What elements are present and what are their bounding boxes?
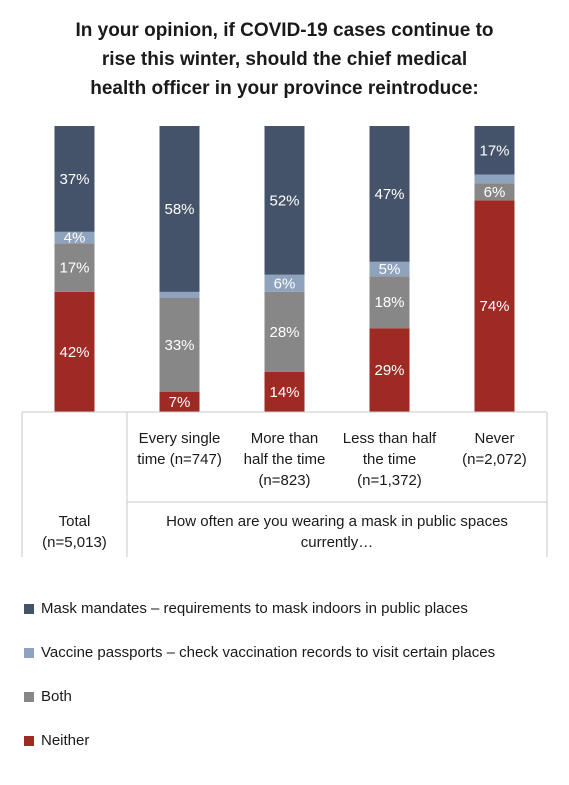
data-label-4-4: 47% [374,186,404,203]
bar-segment-1-2 [54,243,95,292]
category-label-4: Less than half the time (n=1,372) [343,430,437,489]
data-label-1-3: 4% [64,230,86,247]
bar-segment-4-4 [369,126,410,262]
bar-segment-3-4 [264,126,305,275]
bar-segment-4-1 [369,328,410,412]
data-label-1-1: 42% [59,344,89,361]
data-label-1-2: 17% [59,260,89,277]
bar-segment-1-1 [54,291,95,412]
data-label-1-4: 37% [59,171,89,188]
legend-swatch [24,648,34,658]
bar-segment-3-3 [264,274,305,292]
legend-label: Neither [41,732,90,749]
data-label-2-1: 7% [169,394,191,411]
bar-segment-2-3 [159,291,200,298]
chart-title-line-1: In your opinion, if COVID-19 cases conti… [75,20,494,41]
bar-segment-5-1 [474,200,515,412]
bar-segment-3-2 [264,291,305,372]
data-label-3-2: 28% [269,324,299,341]
chart-title: In your opinion, if COVID-19 cases conti… [0,16,569,103]
bar-segment-2-2 [159,297,200,392]
legend-label: Both [41,688,72,705]
data-label-2-2: 33% [164,337,194,354]
category-label-1: Total (n=5,013) [42,513,107,551]
bar-segment-5-2 [474,183,515,201]
bar-segment-2-4 [159,126,200,292]
data-label-3-4: 52% [269,192,299,209]
bar-segment-3-1 [264,371,305,412]
bar-segment-1-4 [54,126,95,232]
data-label-5-2: 6% [484,184,506,201]
group-axis-label: How often are you wearing a mask in publ… [166,513,508,551]
data-label-5-4: 17% [479,142,509,159]
bar-segment-4-3 [369,261,410,277]
legend-label: Vaccine passports – check vaccination re… [41,644,496,661]
bar-segment-2-1 [159,391,200,412]
stacked-bar-chart: 42% 17% 4% 37% 7% 33% 58% 14% 28% 6% 52% 29% 18% 5% 47… [21,126,548,557]
bar-segment-5-3 [474,174,515,184]
legend-label: Mask mandates – requirements to mask ind… [41,600,468,617]
bar-segment-1-3 [54,231,95,244]
data-label-3-1: 14% [269,384,299,401]
category-label-5: Never (n=2,072) [462,430,527,468]
bar-segment-5-4 [474,126,515,175]
data-label-4-3: 5% [379,261,401,278]
chart-title-line-3: health officer in your province reintrod… [90,78,479,99]
legend-swatch [24,604,34,614]
data-label-4-1: 29% [374,362,404,379]
legend-swatch [24,736,34,746]
data-label-3-3: 6% [274,275,296,292]
bar-segment-4-2 [369,276,410,329]
chart-title-line-2: rise this winter, should the chief medic… [101,49,468,70]
data-label-4-2: 18% [374,294,404,311]
data-label-5-1: 74% [479,298,509,315]
data-label-2-4: 58% [164,201,194,218]
category-label-3: More than half the time (n=823) [244,430,326,489]
legend-swatch [24,692,34,702]
category-label-2: Every single time (n=747) [137,430,222,468]
